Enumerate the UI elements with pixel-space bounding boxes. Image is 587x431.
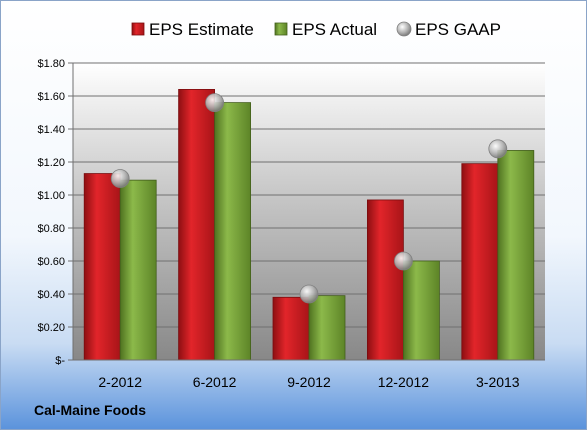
y-tick-label: $0.60 [37, 256, 65, 268]
x-category-label: 9-2012 [287, 374, 331, 390]
legend-estimate-swatch [131, 22, 145, 36]
legend: EPS Estimate EPS Actual EPS GAAP [131, 20, 501, 39]
y-tick-label: $0.80 [37, 223, 65, 235]
legend-actual-swatch [274, 22, 288, 36]
company-name: Cal-Maine Foods [34, 402, 147, 418]
legend-label: EPS Estimate [149, 20, 254, 39]
eps-estimate-bar [178, 89, 216, 361]
y-tick-label: $1.80 [37, 58, 65, 70]
y-axis: $- $0.20 $0.40 $0.60 $0.80 $1.00 $1.20 $1.40 $1.… [37, 58, 74, 367]
legend-gaap-swatch [396, 21, 412, 37]
y-tick-label: $1.20 [37, 157, 65, 169]
x-axis: 2-2012 6-2012 9-2012 12-2012 3-2013 [73, 359, 545, 390]
eps-gaap-marker [488, 139, 508, 159]
y-tick-label: $1.00 [37, 190, 65, 202]
eps-estimate-bar [83, 173, 121, 361]
eps-gaap-marker [110, 169, 130, 188]
x-category-label: 2-2012 [98, 374, 142, 390]
y-tick-label: $1.60 [37, 91, 65, 103]
eps-gaap-marker [205, 93, 225, 112]
x-category-label: 3-2013 [476, 374, 520, 390]
bars [83, 89, 535, 361]
y-tick-label: $0.40 [37, 289, 65, 301]
eps-actual-bar [402, 260, 440, 361]
eps-estimate-bar [461, 163, 499, 361]
eps-actual-bar [214, 102, 252, 361]
x-category-label: 6-2012 [193, 374, 237, 390]
eps-actual-bar [497, 150, 535, 361]
y-tick-label: $1.40 [37, 124, 65, 136]
eps-estimate-bar [272, 296, 310, 361]
x-category-label: 12-2012 [378, 374, 430, 390]
gaap-markers [110, 93, 508, 304]
eps-actual-bar [119, 179, 157, 361]
eps-actual-bar [308, 295, 346, 361]
eps-estimate-bar [366, 199, 404, 361]
y-tick-label: $0.20 [37, 322, 65, 334]
eps-gaap-marker [393, 251, 413, 271]
y-tick-label: $- [55, 355, 65, 367]
legend-label: EPS Actual [292, 20, 377, 39]
eps-gaap-marker [299, 284, 319, 304]
legend-label: EPS GAAP [415, 20, 501, 39]
